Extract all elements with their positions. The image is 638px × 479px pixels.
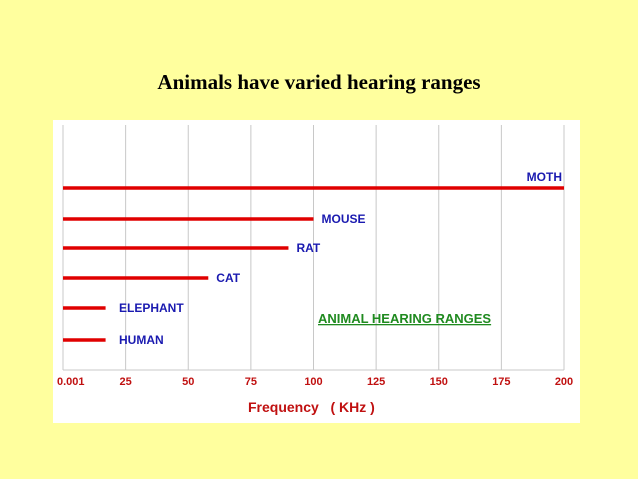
chart-panel: MOTH MOUSE RAT CAT ELEPHANT HUMAN 0.001 25 50 75… [53, 120, 580, 423]
bar-label-elephant: ELEPHANT [119, 301, 184, 315]
bar-labels: MOTH MOUSE RAT CAT ELEPHANT HUMAN [119, 170, 562, 347]
x-tick-label-3: 75 [245, 376, 257, 388]
x-tick-label-6: 150 [430, 376, 448, 388]
x-tick-label-2: 50 [182, 376, 194, 388]
chart-title: ANIMAL HEARING RANGES [318, 311, 491, 326]
x-axis-label: Frequency ( KHz ) [248, 399, 375, 415]
bar-label-human: HUMAN [119, 333, 164, 347]
x-tick-label-0: 0.001 [57, 376, 85, 388]
bar-label-rat: RAT [296, 241, 320, 255]
bars [63, 186, 564, 342]
x-tick-label-8: 200 [555, 376, 573, 388]
x-tick-label-7: 175 [492, 376, 510, 388]
x-tick-label-5: 125 [367, 376, 385, 388]
bar-label-moth: MOTH [527, 170, 562, 184]
hearing-range-chart: MOTH MOUSE RAT CAT ELEPHANT HUMAN 0.001 25 50 75… [57, 125, 573, 415]
bar-label-cat: CAT [216, 271, 240, 285]
bar-label-mouse: MOUSE [322, 212, 366, 226]
x-tick-label-1: 25 [120, 376, 132, 388]
x-tick-label-4: 100 [304, 376, 322, 388]
grid-lines [62, 125, 565, 371]
slide-title: Animals have varied hearing ranges [157, 70, 481, 94]
x-tick-labels: 0.001 25 50 75 100 125 150 175 200 [57, 376, 573, 388]
